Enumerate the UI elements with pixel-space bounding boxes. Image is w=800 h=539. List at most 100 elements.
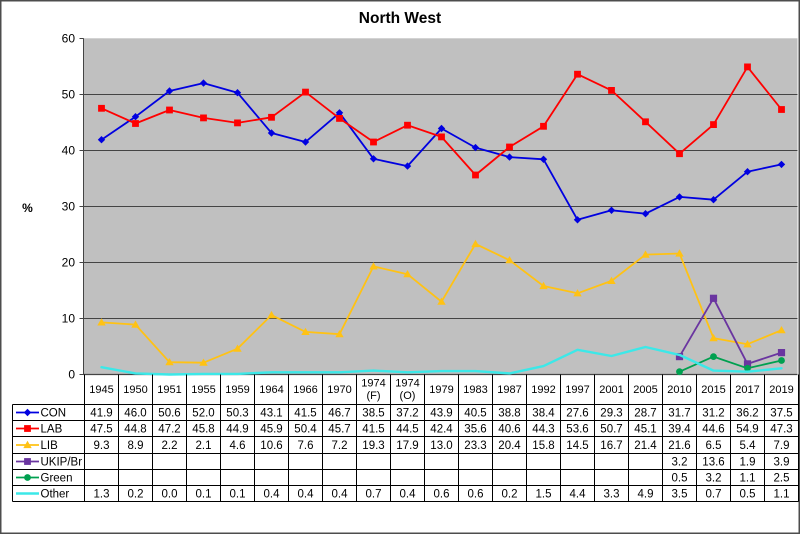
svg-text:1974: 1974 <box>395 378 419 390</box>
svg-text:1997: 1997 <box>565 384 589 396</box>
svg-text:0.4: 0.4 <box>264 489 281 501</box>
svg-text:0.4: 0.4 <box>298 489 315 501</box>
svg-text:5.4: 5.4 <box>740 440 757 452</box>
svg-text:60: 60 <box>62 32 76 46</box>
svg-text:1.1: 1.1 <box>740 473 756 485</box>
svg-text:23.3: 23.3 <box>464 440 486 452</box>
svg-text:1979: 1979 <box>429 384 453 396</box>
svg-text:46.7: 46.7 <box>328 408 350 420</box>
svg-text:36.2: 36.2 <box>736 408 758 420</box>
svg-text:30: 30 <box>62 200 76 214</box>
svg-text:20.4: 20.4 <box>498 440 521 452</box>
svg-text:28.7: 28.7 <box>634 408 656 420</box>
svg-text:21.4: 21.4 <box>634 440 657 452</box>
svg-text:4.4: 4.4 <box>570 489 587 501</box>
svg-text:0.5: 0.5 <box>740 489 756 501</box>
svg-text:2001: 2001 <box>599 384 623 396</box>
svg-text:0: 0 <box>68 368 75 382</box>
svg-text:45.1: 45.1 <box>634 424 656 436</box>
svg-text:50: 50 <box>62 88 76 102</box>
svg-text:0.0: 0.0 <box>162 489 178 501</box>
svg-text:(F): (F) <box>366 390 380 402</box>
svg-text:54.9: 54.9 <box>736 424 758 436</box>
svg-text:%: % <box>22 201 33 215</box>
svg-text:1983: 1983 <box>463 384 487 396</box>
svg-text:27.6: 27.6 <box>566 408 588 420</box>
svg-text:13.0: 13.0 <box>430 440 452 452</box>
svg-text:41.5: 41.5 <box>362 424 384 436</box>
svg-text:43.1: 43.1 <box>260 408 282 420</box>
svg-text:0.7: 0.7 <box>366 489 382 501</box>
svg-text:41.9: 41.9 <box>90 408 112 420</box>
svg-text:43.9: 43.9 <box>430 408 452 420</box>
svg-text:39.4: 39.4 <box>668 424 691 436</box>
svg-text:44.3: 44.3 <box>532 424 554 436</box>
svg-text:37.5: 37.5 <box>770 408 792 420</box>
svg-text:0.1: 0.1 <box>196 489 212 501</box>
svg-text:0.2: 0.2 <box>502 489 518 501</box>
svg-text:45.8: 45.8 <box>192 424 214 436</box>
svg-text:41.5: 41.5 <box>294 408 316 420</box>
svg-text:47.5: 47.5 <box>90 424 112 436</box>
svg-text:9.3: 9.3 <box>94 440 110 452</box>
svg-text:1966: 1966 <box>293 384 317 396</box>
svg-text:37.2: 37.2 <box>396 408 418 420</box>
svg-text:1945: 1945 <box>89 384 113 396</box>
svg-text:1950: 1950 <box>123 384 147 396</box>
svg-text:UKIP/Br: UKIP/Br <box>41 457 83 469</box>
svg-text:50.4: 50.4 <box>294 424 317 436</box>
svg-text:0.6: 0.6 <box>468 489 484 501</box>
svg-text:2017: 2017 <box>735 384 759 396</box>
svg-text:2.2: 2.2 <box>162 440 178 452</box>
svg-text:52.0: 52.0 <box>192 408 214 420</box>
svg-text:LAB: LAB <box>41 424 63 436</box>
svg-text:6.5: 6.5 <box>706 440 722 452</box>
svg-text:1.1: 1.1 <box>774 489 790 501</box>
svg-text:14.5: 14.5 <box>566 440 588 452</box>
svg-text:1992: 1992 <box>531 384 555 396</box>
svg-text:0.6: 0.6 <box>434 489 450 501</box>
svg-text:North West: North West <box>359 10 441 27</box>
svg-text:1955: 1955 <box>191 384 215 396</box>
svg-text:(O): (O) <box>400 390 416 402</box>
svg-text:13.6: 13.6 <box>702 457 724 469</box>
svg-text:20: 20 <box>62 256 76 270</box>
svg-text:35.6: 35.6 <box>464 424 486 436</box>
svg-text:50.7: 50.7 <box>600 424 622 436</box>
svg-text:0.2: 0.2 <box>128 489 144 501</box>
svg-text:Green: Green <box>41 473 73 485</box>
svg-text:0.4: 0.4 <box>332 489 349 501</box>
svg-text:1.9: 1.9 <box>740 457 756 469</box>
svg-text:1987: 1987 <box>497 384 521 396</box>
svg-text:2010: 2010 <box>667 384 691 396</box>
svg-text:38.5: 38.5 <box>362 408 384 420</box>
svg-text:0.7: 0.7 <box>706 489 722 501</box>
svg-text:50.3: 50.3 <box>226 408 248 420</box>
svg-text:1970: 1970 <box>327 384 351 396</box>
svg-text:29.3: 29.3 <box>600 408 622 420</box>
svg-text:10.6: 10.6 <box>260 440 282 452</box>
svg-text:1974: 1974 <box>361 378 385 390</box>
svg-text:19.3: 19.3 <box>362 440 384 452</box>
svg-text:2005: 2005 <box>633 384 657 396</box>
svg-text:2019: 2019 <box>769 384 793 396</box>
svg-text:2.1: 2.1 <box>196 440 212 452</box>
svg-text:0.4: 0.4 <box>400 489 417 501</box>
svg-text:40.5: 40.5 <box>464 408 486 420</box>
svg-text:8.9: 8.9 <box>128 440 144 452</box>
svg-text:44.6: 44.6 <box>702 424 724 436</box>
svg-text:44.8: 44.8 <box>124 424 146 436</box>
svg-text:46.0: 46.0 <box>124 408 146 420</box>
svg-text:1.5: 1.5 <box>536 489 552 501</box>
svg-text:42.4: 42.4 <box>430 424 453 436</box>
svg-text:1964: 1964 <box>259 384 283 396</box>
svg-text:0.5: 0.5 <box>672 473 688 485</box>
svg-text:47.3: 47.3 <box>770 424 792 436</box>
svg-text:44.5: 44.5 <box>396 424 418 436</box>
svg-text:21.6: 21.6 <box>668 440 690 452</box>
svg-text:1.3: 1.3 <box>94 489 110 501</box>
svg-text:LIB: LIB <box>41 440 59 452</box>
svg-text:3.3: 3.3 <box>604 489 620 501</box>
svg-text:17.9: 17.9 <box>396 440 418 452</box>
svg-text:2015: 2015 <box>701 384 725 396</box>
